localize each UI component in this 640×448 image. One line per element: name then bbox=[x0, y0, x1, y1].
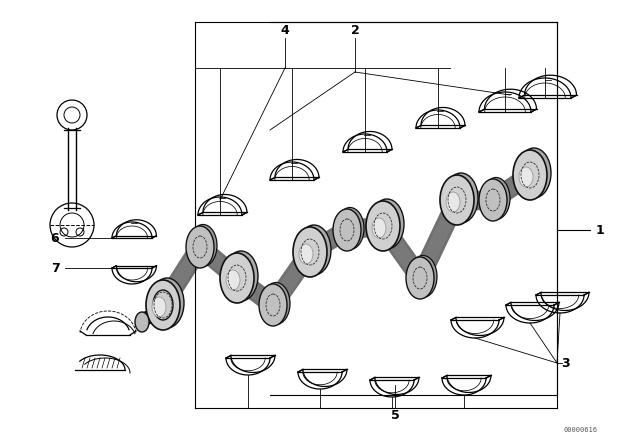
Ellipse shape bbox=[519, 167, 533, 187]
Ellipse shape bbox=[224, 251, 258, 301]
Ellipse shape bbox=[446, 192, 460, 212]
Text: 4: 4 bbox=[280, 23, 289, 36]
Ellipse shape bbox=[482, 177, 510, 220]
Text: 3: 3 bbox=[561, 357, 570, 370]
Ellipse shape bbox=[135, 312, 149, 332]
Text: 5: 5 bbox=[390, 409, 399, 422]
Ellipse shape bbox=[186, 226, 214, 268]
Ellipse shape bbox=[146, 280, 180, 330]
Ellipse shape bbox=[336, 207, 364, 250]
Text: 6: 6 bbox=[51, 232, 60, 245]
Ellipse shape bbox=[440, 175, 474, 225]
Ellipse shape bbox=[293, 227, 327, 277]
Ellipse shape bbox=[152, 297, 166, 317]
Text: 2: 2 bbox=[351, 23, 360, 36]
Ellipse shape bbox=[372, 218, 386, 238]
Ellipse shape bbox=[333, 209, 361, 251]
Ellipse shape bbox=[299, 244, 313, 264]
Ellipse shape bbox=[297, 225, 331, 275]
Ellipse shape bbox=[366, 201, 400, 251]
Ellipse shape bbox=[226, 270, 240, 290]
Ellipse shape bbox=[444, 173, 478, 223]
Text: 7: 7 bbox=[51, 262, 60, 275]
Ellipse shape bbox=[409, 255, 437, 297]
Ellipse shape bbox=[153, 290, 173, 320]
Ellipse shape bbox=[220, 253, 254, 303]
Text: 1: 1 bbox=[596, 224, 604, 237]
Ellipse shape bbox=[517, 148, 551, 198]
Ellipse shape bbox=[370, 199, 404, 249]
Ellipse shape bbox=[513, 150, 547, 200]
Ellipse shape bbox=[262, 283, 290, 324]
Ellipse shape bbox=[479, 179, 507, 221]
Ellipse shape bbox=[406, 257, 434, 299]
Ellipse shape bbox=[259, 284, 287, 326]
Ellipse shape bbox=[189, 224, 217, 267]
Ellipse shape bbox=[150, 278, 184, 328]
Text: 00000616: 00000616 bbox=[563, 427, 597, 433]
